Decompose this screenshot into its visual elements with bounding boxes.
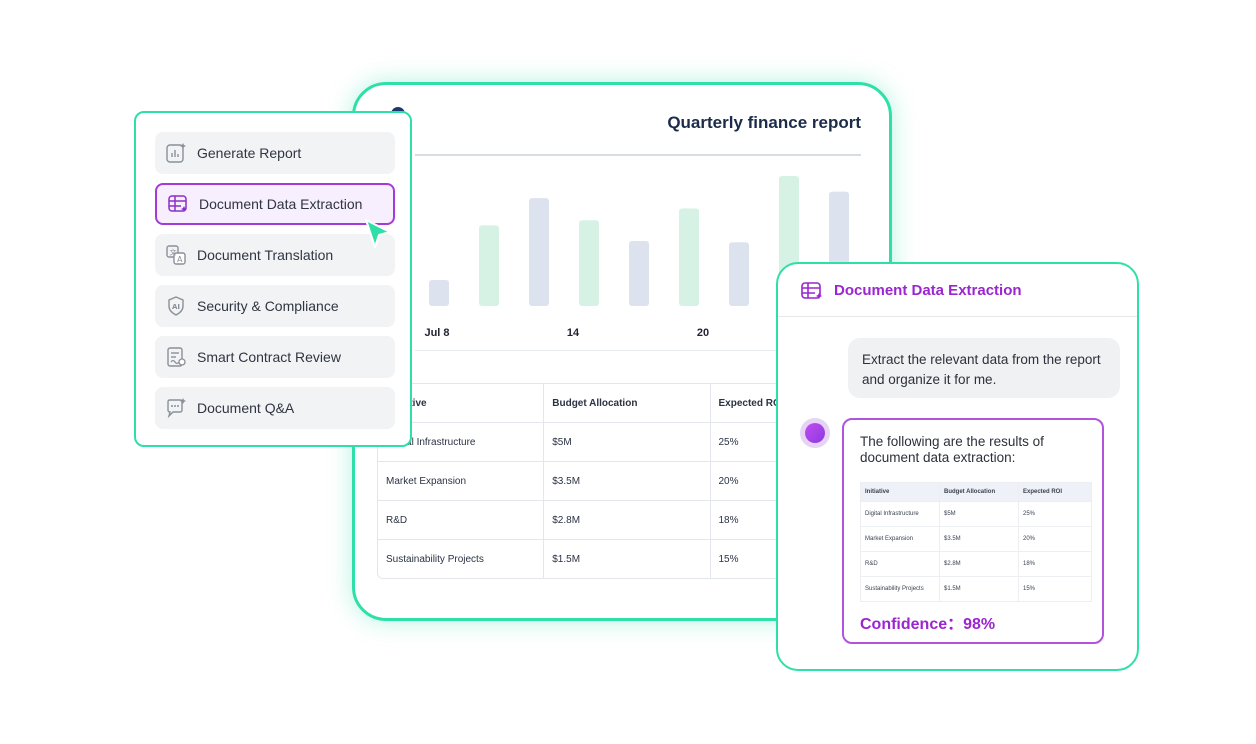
assistant-message-text: The following are the results of documen…: [860, 434, 1044, 465]
menu-item-label: Document Translation: [197, 247, 334, 263]
chart-bar: [479, 225, 499, 306]
table-cell: 25%: [1018, 501, 1092, 527]
ai-assistant-avatar: [800, 418, 830, 448]
menu-item-label: Document Q&A: [197, 400, 295, 416]
column-header-budget: Budget Allocation: [939, 482, 1019, 502]
menu-item-label: Security & Compliance: [197, 298, 339, 314]
assistant-message: The following are the results of documen…: [842, 418, 1104, 644]
menu-item-smart-contract-review[interactable]: Smart Contract Review: [155, 336, 395, 378]
menu-item-document-data-extraction[interactable]: Document Data Extraction: [155, 183, 395, 225]
table-cell: 20%: [1018, 526, 1092, 552]
table-row: Digital Infrastructure $5M 25%: [860, 501, 1092, 527]
table-cell: R&D: [860, 551, 940, 577]
menu-item-document-translation[interactable]: 文 A Document Translation: [155, 234, 395, 276]
table-extract-icon: [168, 195, 187, 212]
extracted-data-table: Initiative Budget Allocation Expected RO…: [860, 482, 1092, 602]
chart-bar: [429, 280, 449, 306]
svg-text:AI: AI: [172, 303, 180, 311]
ai-features-menu: Generate Report Document Data Extraction…: [134, 111, 412, 447]
svg-text:A: A: [177, 255, 183, 264]
chart-bar: [579, 220, 599, 306]
table-cell: R&D: [378, 501, 545, 540]
table-cell: $2.8M: [544, 501, 711, 540]
confidence-score: Confidence：98%: [860, 616, 996, 633]
chart-bar: [729, 242, 749, 306]
table-cell: $3.5M: [939, 526, 1019, 552]
menu-item-document-qa[interactable]: Document Q&A: [155, 387, 395, 429]
table-header-row: Initiative Budget Allocation Expected RO…: [860, 482, 1092, 502]
column-header-roi: Expected ROI: [1018, 482, 1092, 502]
sparkle-icon: [805, 423, 825, 443]
table-cell: $5M: [544, 423, 711, 462]
chart-bar: [529, 198, 549, 306]
table-cell: Market Expansion: [860, 526, 940, 552]
contract-icon: [167, 347, 186, 367]
menu-item-label: Smart Contract Review: [197, 349, 341, 365]
table-row: Sustainability Projects $1.5M 15%: [860, 576, 1092, 602]
table-row: Sustainability Projects $1.5M 15%: [378, 540, 890, 578]
svg-text:文: 文: [170, 248, 177, 257]
table-cell: Market Expansion: [378, 462, 545, 501]
extraction-chat-panel: Document Data Extraction Extract the rel…: [776, 262, 1139, 671]
menu-item-security-compliance[interactable]: AI Security & Compliance: [155, 285, 395, 327]
x-tick-label: Jul 8: [424, 327, 449, 339]
table-cell: Digital Infrastructure: [860, 501, 940, 527]
user-message: Extract the relevant data from the repor…: [848, 338, 1120, 398]
chart-bar: [679, 208, 699, 306]
table-cell: $1.5M: [544, 540, 711, 578]
table-extract-icon: [801, 282, 822, 299]
table-cell: $5M: [939, 501, 1019, 527]
ai-shield-icon: AI: [168, 296, 184, 316]
report-chart-icon: [166, 143, 186, 163]
table-cell: 15%: [711, 540, 890, 578]
table-cell: $1.5M: [939, 576, 1019, 602]
table-row: R&D $2.8M 18%: [860, 551, 1092, 577]
chart-bar: [629, 241, 649, 306]
chat-title: Document Data Extraction: [834, 282, 1022, 299]
menu-item-label: Generate Report: [197, 145, 302, 161]
table-cell: $2.8M: [939, 551, 1019, 577]
menu-item-generate-report[interactable]: Generate Report: [155, 132, 395, 174]
column-header-initiative: Initiative: [860, 482, 940, 502]
chat-sparkle-icon: [167, 398, 186, 419]
title-divider: [415, 154, 861, 156]
table-cell: Sustainability Projects: [378, 540, 545, 578]
table-row: Market Expansion $3.5M 20%: [860, 526, 1092, 552]
chart-divider: [415, 350, 889, 351]
table-cell: Digital Infrastructure: [378, 423, 545, 462]
mouse-cursor-icon: [365, 219, 391, 248]
table-cell: 15%: [1018, 576, 1092, 602]
table-cell: 18%: [1018, 551, 1092, 577]
menu-item-label: Document Data Extraction: [199, 196, 363, 212]
table-cell: Sustainability Projects: [860, 576, 940, 602]
x-tick-label: 20: [697, 327, 709, 339]
column-header-budget: Budget Allocation: [544, 384, 711, 423]
report-title: Quarterly finance report: [667, 113, 861, 132]
translate-icon: 文 A: [166, 245, 186, 265]
chat-header: Document Data Extraction: [778, 264, 1137, 317]
x-tick-label: 14: [567, 327, 580, 339]
table-cell: $3.5M: [544, 462, 711, 501]
